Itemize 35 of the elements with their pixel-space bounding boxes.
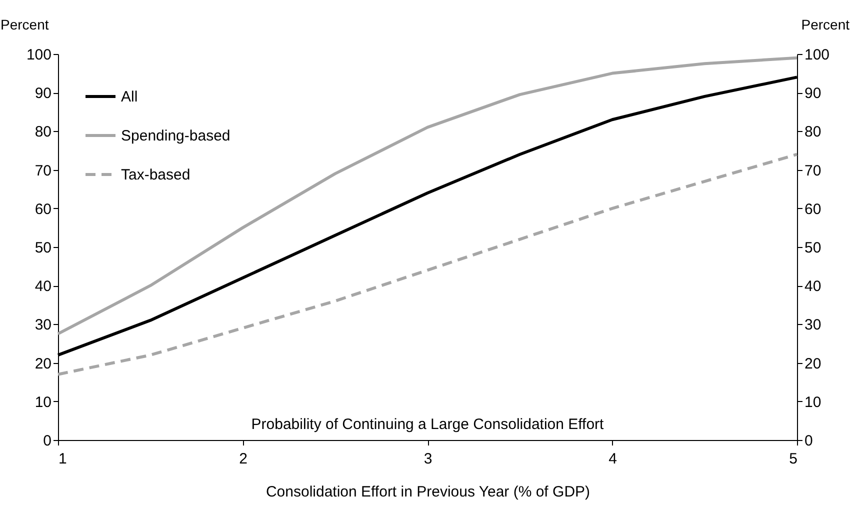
y2-axis-title: Percent [801,16,850,32]
legend-label: Spending-based [121,128,230,144]
y-tick-label: 0 [43,432,52,450]
legend-label: All [121,88,138,106]
y-tick-label: 100 [26,46,52,64]
y2-tick-label: 40 [804,278,822,296]
y-tick-label: 70 [34,162,52,180]
x-tick-label: 3 [424,450,432,468]
y-tick-label: 50 [34,240,52,256]
y-tick-label: 30 [34,316,52,334]
x-tick-label: 2 [239,450,248,468]
y2-tick-label: 80 [804,124,822,141]
y2-tick-label: 70 [804,162,822,180]
y2-tick-label: 0 [804,432,813,450]
x-tick-label: 5 [789,450,798,468]
y-tick-label: 60 [34,200,52,218]
x-tick-label: 4 [608,450,617,468]
y2-tick-label: 30 [804,316,822,334]
annotation: Probability of Continuing a Large Consolidation Effort [251,416,605,433]
y-tick-label: 90 [34,85,52,102]
y2-tick-label: 10 [804,394,822,411]
y-axis-title: Percent [0,16,49,32]
y-tick-label: 20 [34,355,52,372]
x-axis-title: Consolidation Effort in Previous Year (% of GDP) [266,484,590,500]
y2-tick-label: 60 [804,200,822,218]
y2-tick-label: 50 [804,240,822,256]
x-tick-label: 1 [58,450,67,468]
line-series [56,152,798,376]
legend-label: Tax-based [121,166,190,184]
y2-tick-label: 20 [804,355,822,372]
y2-tick-label: 90 [804,85,822,102]
y2-tick-label: 100 [804,46,830,64]
y-tick-label: 80 [34,124,52,141]
y-tick-label: 10 [34,394,52,411]
y-tick-label: 40 [34,278,52,296]
